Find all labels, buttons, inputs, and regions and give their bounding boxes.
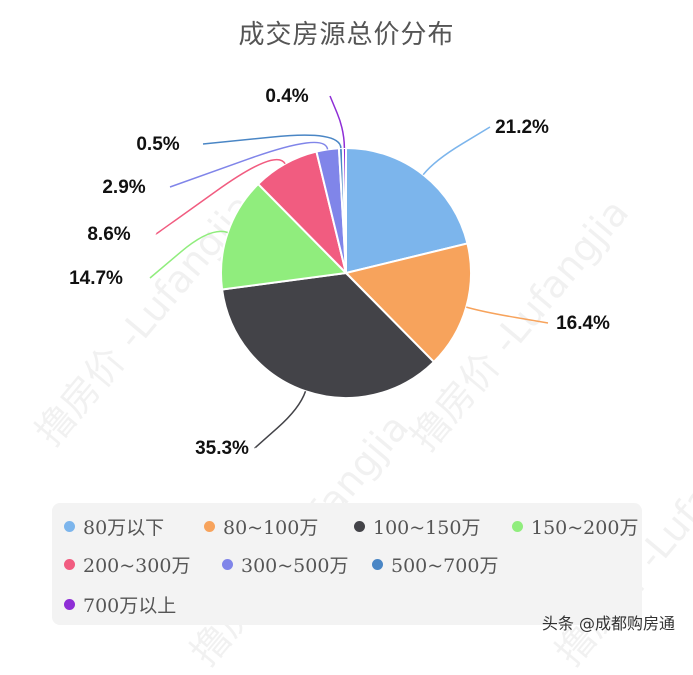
chart-title: 成交房源总价分布 xyxy=(238,20,455,50)
data-label: 21.2% xyxy=(495,117,549,138)
legend-item[interactable]: 80万以下 xyxy=(64,513,164,540)
leader-line xyxy=(329,95,346,149)
pie-slice xyxy=(344,242,472,364)
legend-label: 150~200万 xyxy=(531,517,639,539)
data-label: 14.7% xyxy=(69,268,123,289)
leader-line xyxy=(155,158,286,235)
leader-line xyxy=(149,230,228,279)
pie-slice xyxy=(220,271,436,399)
legend: 80万以下 80~100万 100~150万 150~200万 200~300万 300~… xyxy=(52,503,642,625)
legend-swatch xyxy=(64,559,75,570)
legend-swatch xyxy=(204,521,215,532)
legend-label: 80万以下 xyxy=(83,517,165,539)
leader-line xyxy=(202,134,342,149)
legend-item[interactable]: 100~150万 xyxy=(354,513,480,540)
data-label: 0.5% xyxy=(136,134,179,155)
leader-line xyxy=(466,306,549,324)
legend-swatch xyxy=(64,599,75,610)
pie-slice xyxy=(341,146,347,274)
data-label: 2.9% xyxy=(102,177,145,198)
legend-label: 300~500万 xyxy=(241,555,349,577)
leader-line xyxy=(422,126,491,176)
data-label: 16.4% xyxy=(556,313,610,334)
legend-swatch xyxy=(64,521,75,532)
legend-swatch xyxy=(512,521,523,532)
legend-swatch xyxy=(354,521,365,532)
legend-label: 700万以上 xyxy=(83,595,177,617)
data-label: 0.4% xyxy=(265,86,308,107)
data-label: 8.6% xyxy=(87,224,130,245)
data-label: 35.3% xyxy=(195,438,249,459)
legend-item[interactable]: 500~700万 xyxy=(372,551,498,578)
footer-credit: 头条 @成都购房通 xyxy=(541,614,675,633)
legend-item[interactable]: 700万以上 xyxy=(64,591,176,618)
legend-label: 500~700万 xyxy=(391,555,499,577)
legend-item[interactable]: 150~200万 xyxy=(512,513,638,540)
legend-item[interactable]: 80~100万 xyxy=(204,513,318,540)
legend-item[interactable]: 300~500万 xyxy=(222,551,348,578)
legend-label: 80~100万 xyxy=(223,517,319,539)
legend-label: 200~300万 xyxy=(83,555,191,577)
leader-line xyxy=(254,391,307,449)
legend-swatch xyxy=(222,559,233,570)
pie-slice xyxy=(220,182,349,291)
legend-item[interactable]: 200~300万 xyxy=(64,551,190,578)
leader-line xyxy=(169,141,329,188)
pie-chart: 21.2% 16.4% 35.3% 14.7% 8.6% 2.9% 0.5% 0.4% xyxy=(69,86,610,459)
legend-swatch xyxy=(372,559,383,570)
legend-label: 100~150万 xyxy=(373,517,481,539)
